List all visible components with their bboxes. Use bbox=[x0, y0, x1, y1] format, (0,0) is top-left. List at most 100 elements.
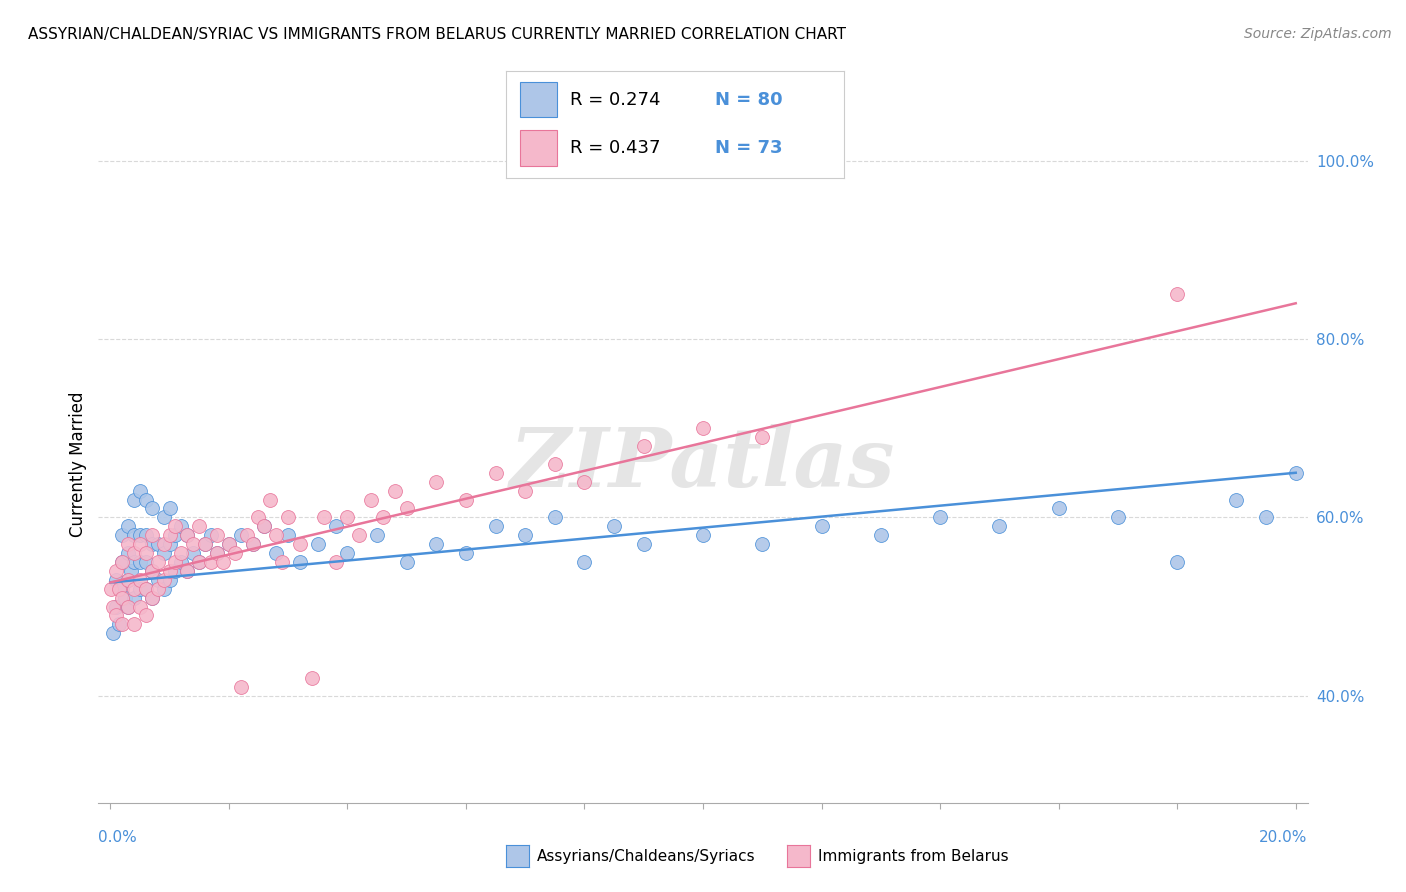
Point bbox=[159, 537, 181, 551]
Point bbox=[111, 591, 134, 605]
Point bbox=[288, 555, 311, 569]
Point bbox=[135, 582, 157, 596]
Text: Source: ZipAtlas.com: Source: ZipAtlas.com bbox=[1244, 27, 1392, 41]
Point bbox=[135, 582, 157, 596]
Point bbox=[242, 537, 264, 551]
Point bbox=[117, 519, 139, 533]
Point bbox=[176, 564, 198, 578]
Y-axis label: Currently Married: Currently Married bbox=[69, 391, 87, 537]
Point bbox=[105, 608, 128, 623]
Point bbox=[810, 519, 832, 533]
Point bbox=[129, 483, 152, 498]
Point bbox=[176, 564, 198, 578]
Point bbox=[224, 546, 246, 560]
Text: R = 0.437: R = 0.437 bbox=[571, 139, 661, 157]
Point bbox=[277, 528, 299, 542]
Point bbox=[247, 510, 270, 524]
Point bbox=[159, 564, 181, 578]
Point bbox=[253, 519, 276, 533]
Point bbox=[200, 555, 222, 569]
Point bbox=[336, 546, 359, 560]
Point bbox=[111, 555, 134, 569]
Point bbox=[212, 555, 235, 569]
Point bbox=[395, 501, 418, 516]
Point bbox=[103, 626, 125, 640]
Point bbox=[129, 573, 152, 587]
Point bbox=[395, 555, 418, 569]
Point bbox=[633, 537, 655, 551]
Point bbox=[170, 555, 193, 569]
Point bbox=[170, 546, 193, 560]
Point bbox=[159, 528, 181, 542]
Point bbox=[200, 528, 222, 542]
Point bbox=[692, 421, 714, 435]
Text: ASSYRIAN/CHALDEAN/SYRIAC VS IMMIGRANTS FROM BELARUS CURRENTLY MARRIED CORRELATIO: ASSYRIAN/CHALDEAN/SYRIAC VS IMMIGRANTS F… bbox=[28, 27, 846, 42]
Point bbox=[1107, 510, 1129, 524]
Point bbox=[1166, 287, 1188, 301]
Point bbox=[152, 510, 174, 524]
Point bbox=[751, 537, 773, 551]
Point bbox=[141, 501, 163, 516]
Point bbox=[135, 492, 157, 507]
Point bbox=[205, 546, 228, 560]
Point bbox=[218, 537, 240, 551]
Point bbox=[122, 591, 145, 605]
Point bbox=[105, 564, 128, 578]
Text: Assyrians/Chaldeans/Syriacs: Assyrians/Chaldeans/Syriacs bbox=[537, 849, 755, 863]
Point bbox=[159, 573, 181, 587]
Point bbox=[366, 528, 388, 542]
Point bbox=[325, 519, 347, 533]
Point bbox=[108, 582, 131, 596]
Point bbox=[117, 573, 139, 587]
Point bbox=[205, 546, 228, 560]
Text: ZIPatlas: ZIPatlas bbox=[510, 424, 896, 504]
Point bbox=[312, 510, 335, 524]
Point bbox=[1254, 510, 1277, 524]
Point bbox=[360, 492, 382, 507]
Point bbox=[242, 537, 264, 551]
Point bbox=[1047, 501, 1070, 516]
Point bbox=[122, 617, 145, 632]
Point bbox=[117, 573, 139, 587]
Point bbox=[454, 492, 477, 507]
Point bbox=[259, 492, 281, 507]
Point bbox=[120, 564, 142, 578]
Point bbox=[152, 537, 174, 551]
Point bbox=[181, 546, 204, 560]
Point bbox=[117, 599, 139, 614]
Point bbox=[105, 573, 128, 587]
Point bbox=[218, 537, 240, 551]
Point bbox=[271, 555, 294, 569]
Point bbox=[165, 564, 187, 578]
Point bbox=[122, 582, 145, 596]
Point bbox=[188, 519, 211, 533]
Point bbox=[347, 528, 370, 542]
Point bbox=[235, 528, 257, 542]
Point bbox=[1225, 492, 1247, 507]
Point bbox=[129, 599, 152, 614]
Point bbox=[188, 555, 211, 569]
Point bbox=[111, 528, 134, 542]
Point bbox=[325, 555, 347, 569]
Point bbox=[1166, 555, 1188, 569]
Point bbox=[515, 483, 537, 498]
Bar bbox=[520, 130, 557, 166]
Point bbox=[152, 582, 174, 596]
Point bbox=[135, 555, 157, 569]
Point bbox=[484, 466, 506, 480]
Point bbox=[141, 537, 163, 551]
Point bbox=[146, 537, 169, 551]
Point bbox=[135, 608, 157, 623]
Point bbox=[515, 528, 537, 542]
Text: N = 73: N = 73 bbox=[716, 139, 783, 157]
Point bbox=[229, 680, 252, 694]
Point bbox=[111, 555, 134, 569]
Point bbox=[111, 617, 134, 632]
Point bbox=[454, 546, 477, 560]
Point bbox=[264, 546, 287, 560]
Point bbox=[141, 591, 163, 605]
Point bbox=[288, 537, 311, 551]
Point bbox=[869, 528, 891, 542]
Point bbox=[122, 555, 145, 569]
Point bbox=[117, 546, 139, 560]
